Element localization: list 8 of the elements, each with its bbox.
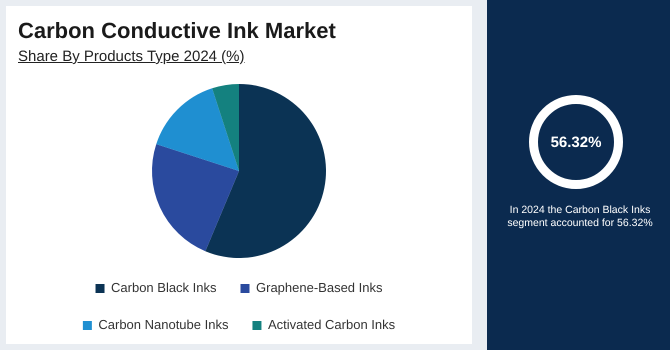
legend-label: Carbon Black Inks: [111, 280, 218, 296]
chart-subtitle: Share By Products Type 2024 (%): [18, 48, 245, 65]
legend-label: Activated Carbon Inks: [268, 317, 396, 332]
legend-label: Graphene-Based Inks: [256, 280, 383, 296]
ring-icon: 56.32%: [529, 95, 623, 189]
legend-label: Carbon Nanotube Inks: [98, 317, 229, 332]
text: In 2024 the Carbon Black Inks segment accounted for 56.32%: [506, 204, 654, 230]
chart-title: Carbon Conductive Ink Market: [18, 18, 336, 44]
